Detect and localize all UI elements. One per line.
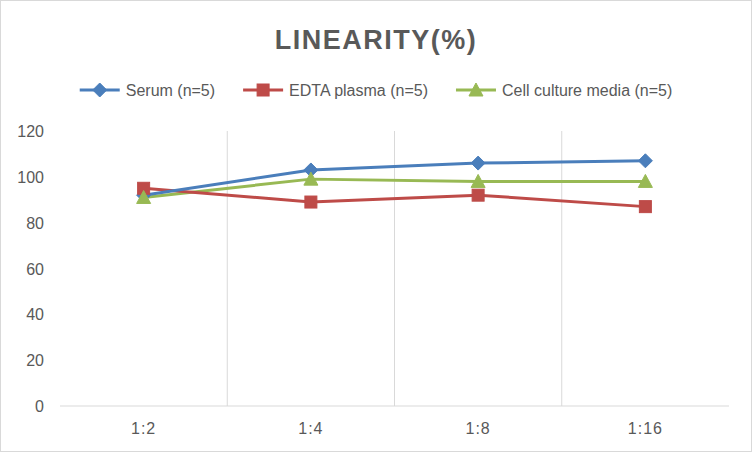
y-tick [57,406,60,407]
legend-marker [469,83,483,96]
y-tick-label: 40 [26,306,44,323]
point [304,172,318,185]
legend: Serum (n=5) EDTA plasma (n=5) Cell culture… [80,82,673,99]
x-axis-line [60,406,729,407]
legend-item: Serum (n=5) [80,82,215,99]
x-tick-label: 1:16 [628,420,663,437]
point [137,190,151,203]
legend-item: EDTA plasma (n=5) [243,82,428,99]
y-tick [57,268,60,269]
y-tick-label: 100 [17,169,44,186]
y-tick [57,360,60,361]
plot-area [137,154,653,213]
y-tick [57,222,60,223]
x-tick-label: 1:2 [131,420,156,437]
y-tick [57,131,60,132]
y-tick-label: 80 [26,215,44,232]
legend-label: Cell culture media (n=5) [502,82,672,99]
x-tick-label: 1:8 [466,420,491,437]
series-line [144,188,646,206]
y-tick-label: 120 [17,123,44,140]
point [472,189,484,201]
series-line [144,161,646,195]
legend-item: Cell culture media (n=5) [456,82,672,99]
legend-label: Serum (n=5) [126,82,215,99]
point [638,174,652,187]
legend-marker [257,84,269,96]
title: LINEARITY(%) [275,25,478,55]
grid-line [394,131,395,406]
point [471,156,485,170]
chart-frame [1,1,752,452]
point [471,174,485,187]
grid-line [561,131,562,406]
y-tick-label: 0 [35,398,44,415]
x-tick-label: 1:4 [298,420,323,437]
point [639,201,651,213]
point [305,196,317,208]
legend-label: EDTA plasma (n=5) [289,82,428,99]
y-tick [57,176,60,177]
y-tick-label: 20 [26,352,44,369]
y-tick [57,314,60,315]
y-tick-label: 60 [26,261,44,278]
grid-line [227,131,228,406]
point [638,154,652,168]
legend-marker [93,83,107,97]
